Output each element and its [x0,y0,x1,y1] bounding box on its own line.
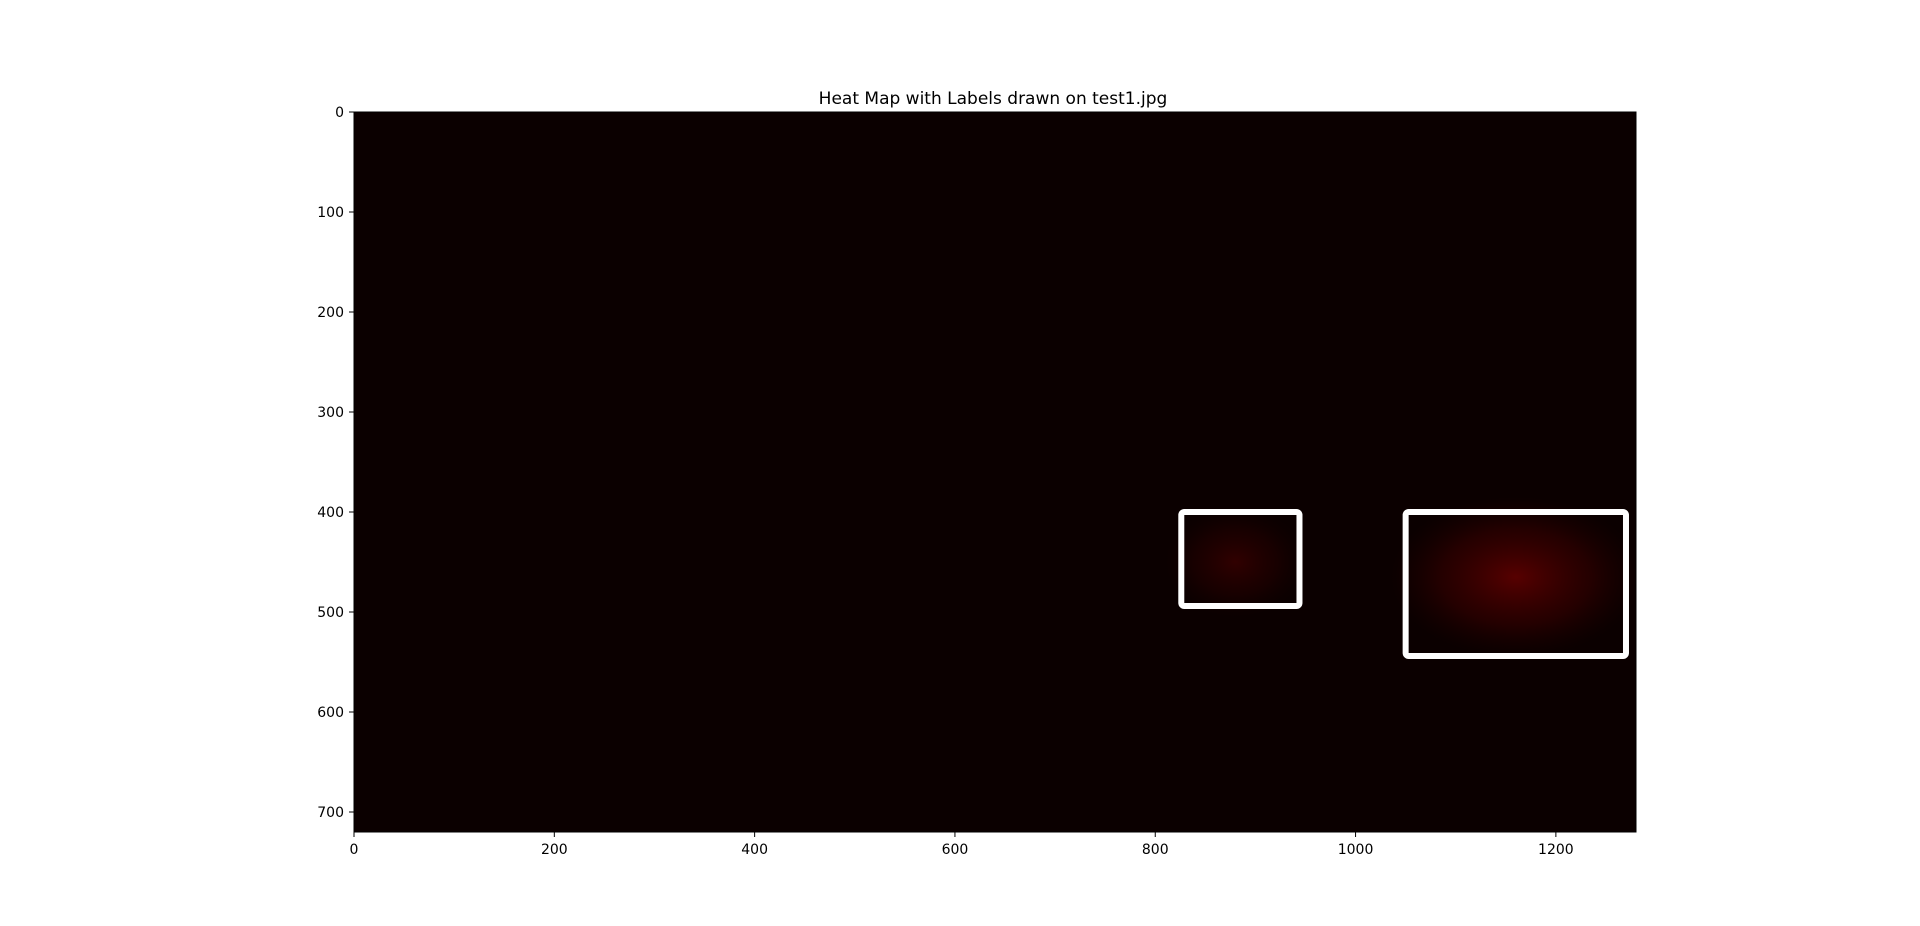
detection-box [1178,509,1303,609]
plot-frame [353,111,1637,833]
heat-region [1165,507,1306,617]
plot-area [353,111,1637,833]
y-tick-label: 400 [317,505,344,521]
x-tick-label: 600 [942,842,969,858]
detection-boxes [1178,509,1629,659]
chart-title: Heat Map with Labels drawn on test1.jpg [819,89,1168,109]
y-tick-label: 100 [317,205,344,221]
x-tick-label: 400 [741,842,768,858]
x-tick-label: 1200 [1538,842,1574,858]
y-tick-label: 300 [317,405,344,421]
x-tick-label: 800 [1142,842,1169,858]
y-tick-label: 0 [335,105,344,121]
y-axis: 0 100 200 300 400 500 600 700 [317,105,354,821]
heatmap-background [354,112,1636,832]
y-tick-label: 200 [317,305,344,321]
x-axis: 0 200 400 600 800 1000 1200 [350,832,1574,858]
detection-box [1402,509,1629,659]
y-tick-label: 700 [317,805,344,821]
y-tick-label: 500 [317,605,344,621]
x-tick-label: 1000 [1338,842,1374,858]
heat-region [1390,497,1636,657]
x-tick-label: 200 [541,842,568,858]
y-tick-label: 600 [317,705,344,721]
x-tick-label: 0 [350,842,359,858]
